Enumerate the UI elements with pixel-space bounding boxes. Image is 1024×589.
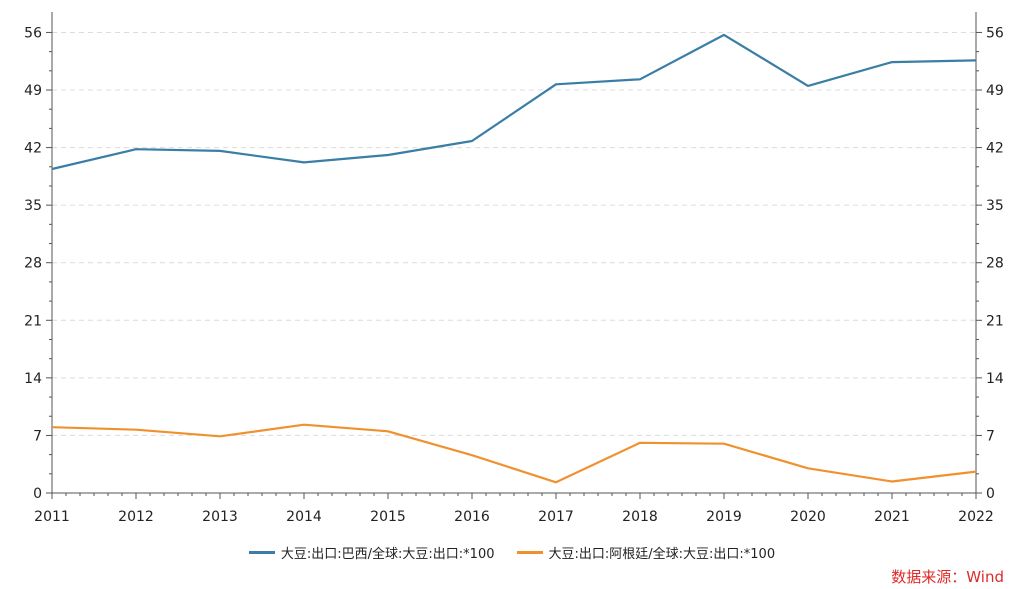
x-tick-label-2016: 2016 (454, 509, 490, 525)
x-tick-label-2014: 2014 (286, 509, 322, 525)
legend: 大豆:出口:巴西/全球:大豆:出口:*100 大豆:出口:阿根廷/全球:大豆:出… (0, 542, 1024, 562)
x-tick-label-2020: 2020 (790, 509, 826, 525)
y-tick-label-right: 49 (986, 83, 1004, 99)
legend-item-argentina[interactable]: 大豆:出口:阿根廷/全球:大豆:出口:*100 (516, 542, 776, 562)
x-tick-label-2018: 2018 (622, 509, 658, 525)
y-tick-label-right: 42 (986, 141, 1004, 157)
tick-labels: 0 0 7 7 14 14 21 21 28 28 35 35 42 42 49 49 56 56 2011 2012… (24, 25, 1004, 525)
y-tick-label-right: 21 (986, 313, 1004, 329)
axes (46, 12, 982, 499)
y-tick-label-right: 28 (986, 256, 1004, 272)
y-tick-label-left: 0 (33, 486, 42, 502)
series-line-0 (51, 33, 977, 171)
source-note: 数据来源：Wind (891, 568, 1004, 586)
y-tick-label-left: 42 (24, 141, 42, 157)
legend-swatch-argentina (516, 550, 543, 554)
y-tick-label-right: 0 (986, 486, 995, 502)
y-tick-label-left: 14 (24, 371, 42, 387)
y-tick-label-right: 56 (986, 25, 1004, 41)
y-tick-label-left: 28 (24, 256, 42, 272)
legend-item-brazil[interactable]: 大豆:出口:巴西/全球:大豆:出口:*100 (248, 542, 495, 562)
x-tick-label-2013: 2013 (202, 509, 238, 525)
y-tick-label-right: 7 (986, 428, 995, 444)
series-line-1 (51, 423, 977, 484)
x-tick-label-2011: 2011 (34, 509, 70, 525)
gridlines (52, 31, 976, 436)
legend-swatch-brazil (248, 550, 275, 554)
y-tick-label-left: 7 (33, 428, 42, 444)
y-tick-label-right: 14 (986, 371, 1004, 387)
y-tick-label-right: 35 (986, 198, 1004, 214)
x-tick-label-2012: 2012 (118, 509, 154, 525)
x-tick-label-2017: 2017 (538, 509, 574, 525)
y-tick-label-left: 21 (24, 313, 42, 329)
legend-label-argentina: 大豆:出口:阿根廷/全球:大豆:出口:*100 (548, 546, 776, 562)
line-chart: 0 0 7 7 14 14 21 21 28 28 35 35 42 42 49 49 56 56 2011 2012… (24, 12, 1004, 525)
legend-label-brazil: 大豆:出口:巴西/全球:大豆:出口:*100 (280, 546, 495, 562)
y-tick-label-left: 35 (24, 198, 42, 214)
x-tick-label-2022: 2022 (958, 509, 994, 525)
y-tick-label-left: 56 (24, 25, 42, 41)
x-tick-label-2021: 2021 (874, 509, 910, 525)
x-tick-label-2019: 2019 (706, 509, 742, 525)
y-tick-label-left: 49 (24, 83, 42, 99)
series-lines (51, 33, 977, 484)
x-tick-label-2015: 2015 (370, 509, 406, 525)
